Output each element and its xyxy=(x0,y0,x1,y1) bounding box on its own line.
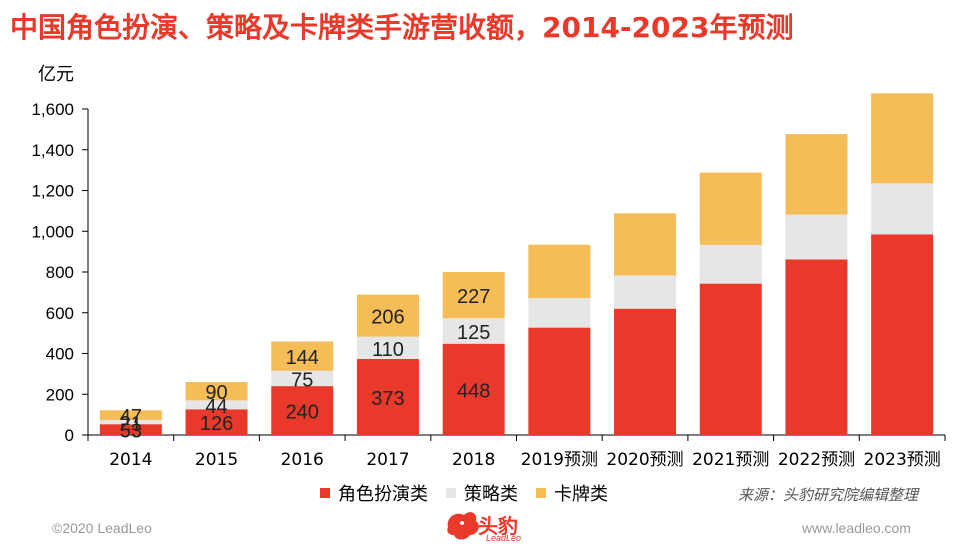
bar-segment xyxy=(528,298,591,328)
legend-swatch-card xyxy=(536,488,546,498)
y-tick-label: 1,200 xyxy=(31,182,74,201)
bar-segment xyxy=(271,341,334,371)
bar-segment xyxy=(528,327,591,435)
bar-segment xyxy=(185,409,248,435)
data-label: 227 xyxy=(457,286,490,308)
data-label: 53 xyxy=(120,421,142,443)
bar-segment xyxy=(271,386,334,435)
legend-swatch-rpg xyxy=(320,488,330,498)
bar-segment xyxy=(614,308,677,435)
y-tick-label: 400 xyxy=(46,345,74,364)
data-label: 125 xyxy=(457,322,490,344)
bar-segment xyxy=(356,294,419,337)
y-tick-label: 800 xyxy=(46,263,74,282)
x-tick-label: 2021预测 xyxy=(692,450,769,470)
legend-item-strategy: 策略类 xyxy=(446,480,518,506)
bar-segment xyxy=(614,275,677,309)
x-tick-label: 2014 xyxy=(109,450,152,470)
x-tick-label: 2015 xyxy=(195,450,238,470)
bar-segment xyxy=(99,410,162,420)
bar-segment xyxy=(271,370,334,387)
data-label: 144 xyxy=(286,347,319,369)
data-label: 90 xyxy=(205,382,227,404)
bar-segment xyxy=(356,359,419,435)
x-tick-label: 2020预测 xyxy=(606,450,683,470)
bar-segment xyxy=(699,283,762,435)
data-label: 126 xyxy=(200,413,233,435)
x-tick-label: 2023预测 xyxy=(864,450,941,470)
bar-segment xyxy=(785,134,848,215)
y-axis-unit: 亿元 xyxy=(38,64,74,85)
bar-segment xyxy=(699,172,762,245)
data-label: 110 xyxy=(372,339,404,361)
data-label: 47 xyxy=(120,406,142,428)
bar-segment xyxy=(99,419,162,425)
x-tick-label: 2018 xyxy=(452,450,495,470)
bar-segment xyxy=(785,214,848,260)
bar-segment xyxy=(528,244,591,299)
y-tick-label: 1,600 xyxy=(31,100,74,119)
bar-segment xyxy=(614,213,677,276)
data-label: 206 xyxy=(371,307,404,329)
bar-segment xyxy=(185,382,248,401)
logo-sub: LeadLeo xyxy=(486,533,522,543)
chart-legend: 角色扮演类 策略类 卡牌类 xyxy=(320,480,626,506)
logo-name: 头豹 xyxy=(478,514,518,538)
bar-segment xyxy=(699,244,762,284)
data-label: 240 xyxy=(286,402,319,424)
legend-label-rpg: 角色扮演类 xyxy=(338,484,428,505)
bar-segment xyxy=(442,272,505,319)
bar-segment xyxy=(442,343,505,435)
copyright-text: ©2020 LeadLeo xyxy=(52,520,152,536)
y-tick-label: 1,400 xyxy=(31,141,74,160)
legend-item-rpg: 角色扮演类 xyxy=(320,480,428,506)
legend-swatch-strategy xyxy=(446,488,456,498)
legend-label-strategy: 策略类 xyxy=(464,484,518,505)
source-note: 来源：头豹研究院编辑整理 xyxy=(738,486,919,504)
bar-segment xyxy=(871,183,934,235)
x-tick-label: 2019预测 xyxy=(521,450,598,470)
x-tick-label: 2022预测 xyxy=(778,450,855,470)
bar-segment xyxy=(442,318,505,344)
bar-segment xyxy=(356,336,419,360)
data-label: 373 xyxy=(371,388,404,410)
legend-label-card: 卡牌类 xyxy=(554,484,608,505)
chart-title: 中国角色扮演、策略及卡牌类手游营收额，2014-2023年预测 xyxy=(10,11,794,44)
bar-segment xyxy=(871,234,934,435)
data-label: 21 xyxy=(120,413,142,435)
y-tick-label: 600 xyxy=(46,304,74,323)
bar-segment xyxy=(871,93,934,184)
y-tick-label: 0 xyxy=(65,426,74,445)
leadleo-logo-icon xyxy=(447,512,479,540)
data-label: 448 xyxy=(457,380,490,402)
legend-item-card: 卡牌类 xyxy=(536,480,608,506)
data-label: 75 xyxy=(291,369,313,391)
bar-segment xyxy=(99,424,162,435)
bar-segment xyxy=(185,400,248,410)
y-tick-label: 1,000 xyxy=(31,222,74,241)
y-tick-label: 200 xyxy=(46,385,74,404)
bar-segment xyxy=(785,259,848,435)
website-text: www.leadleo.com xyxy=(802,520,911,536)
data-label: 44 xyxy=(205,396,227,418)
x-tick-label: 2017 xyxy=(366,450,409,470)
x-tick-label: 2016 xyxy=(281,450,324,470)
